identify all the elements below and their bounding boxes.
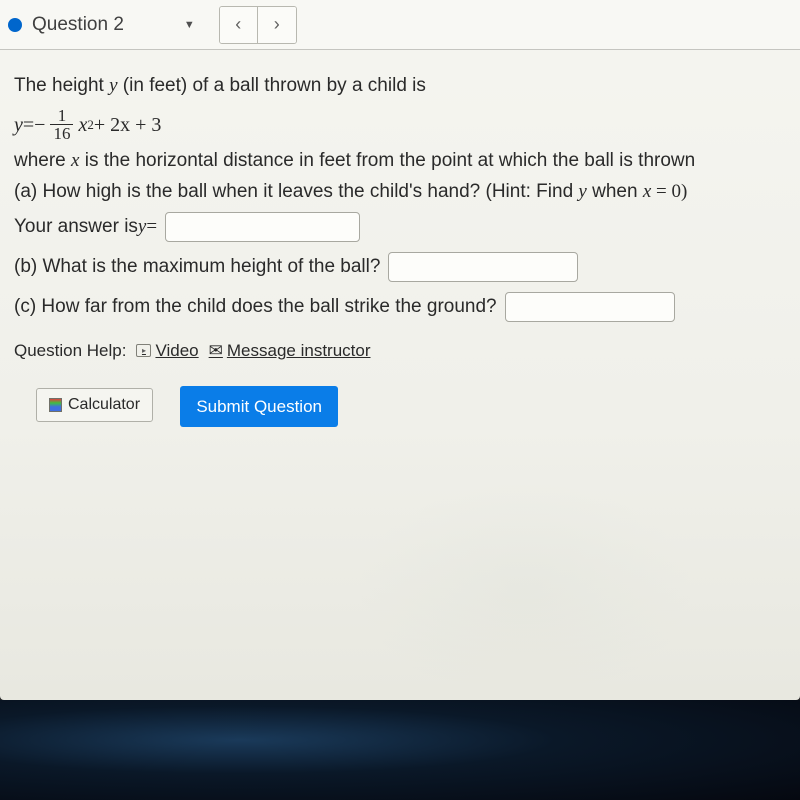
variable-y: y: [138, 213, 146, 242]
status-dot-icon: [8, 18, 22, 32]
nav-button-group: ‹ ›: [219, 6, 297, 44]
text: =: [146, 213, 157, 242]
video-icon: ▸: [136, 344, 151, 357]
numerator: 1: [58, 107, 67, 125]
text: = 0): [651, 181, 687, 202]
variable-y: y: [578, 181, 586, 202]
part-b-text: (b) What is the maximum height of the ba…: [14, 253, 380, 282]
prev-question-button[interactable]: ‹: [220, 7, 258, 43]
help-row: Question Help: ▸ Video ✉ Message instruc…: [14, 338, 786, 364]
question-toolbar: Question 2 ▼ ‹ ›: [0, 0, 800, 50]
quiz-panel: Question 2 ▼ ‹ › The height y (in feet) …: [0, 0, 800, 700]
dropdown-caret-icon[interactable]: ▼: [184, 19, 195, 31]
variable-x: x: [78, 110, 87, 140]
text: The height: [14, 75, 109, 96]
where-clause: where x is the horizontal distance in fe…: [14, 147, 786, 176]
text: when: [587, 181, 643, 202]
calculator-button[interactable]: Calculator: [36, 388, 153, 422]
part-c-text: (c) How far from the child does the ball…: [14, 293, 497, 322]
question-title[interactable]: Question 2: [32, 14, 124, 36]
text: (a) How high is the ball when it leaves …: [14, 181, 578, 202]
text: Your answer is: [14, 213, 138, 242]
desk-surface: [0, 700, 800, 800]
fraction: 1 16: [50, 107, 73, 144]
video-text: Video: [155, 338, 198, 364]
denominator: 16: [50, 124, 73, 143]
submit-question-button[interactable]: Submit Question: [180, 386, 338, 428]
variable-y: y: [109, 75, 117, 96]
eq-equals: =: [23, 110, 34, 140]
eq-lhs: y: [14, 110, 23, 140]
part-b-row: (b) What is the maximum height of the ba…: [14, 252, 786, 282]
answer-a-input[interactable]: [165, 212, 360, 242]
calc-label: Calculator: [68, 393, 140, 417]
calculator-icon: [49, 398, 62, 412]
envelope-icon: ✉: [209, 338, 223, 364]
question-content: The height y (in feet) of a ball thrown …: [0, 50, 800, 447]
next-question-button[interactable]: ›: [258, 7, 296, 43]
equation: y = − 1 16 x2 + 2x + 3: [14, 107, 786, 144]
answer-b-input[interactable]: [388, 252, 578, 282]
eq-tail: + 2x + 3: [94, 110, 162, 140]
video-help-link[interactable]: ▸ Video: [136, 338, 198, 364]
eq-minus: −: [34, 110, 45, 140]
part-c-row: (c) How far from the child does the ball…: [14, 292, 786, 322]
answer-a-row: Your answer is y =: [14, 212, 786, 242]
msg-text: Message instructor: [227, 338, 371, 364]
help-label: Question Help:: [14, 338, 126, 364]
text: where: [14, 150, 71, 171]
answer-c-input[interactable]: [505, 292, 675, 322]
problem-intro: The height y (in feet) of a ball thrown …: [14, 72, 786, 101]
message-instructor-link[interactable]: ✉ Message instructor: [209, 338, 371, 364]
text: is the horizontal distance in feet from …: [79, 150, 695, 171]
part-a: (a) How high is the ball when it leaves …: [14, 178, 786, 207]
text: (in feet) of a ball thrown by a child is: [118, 75, 426, 96]
